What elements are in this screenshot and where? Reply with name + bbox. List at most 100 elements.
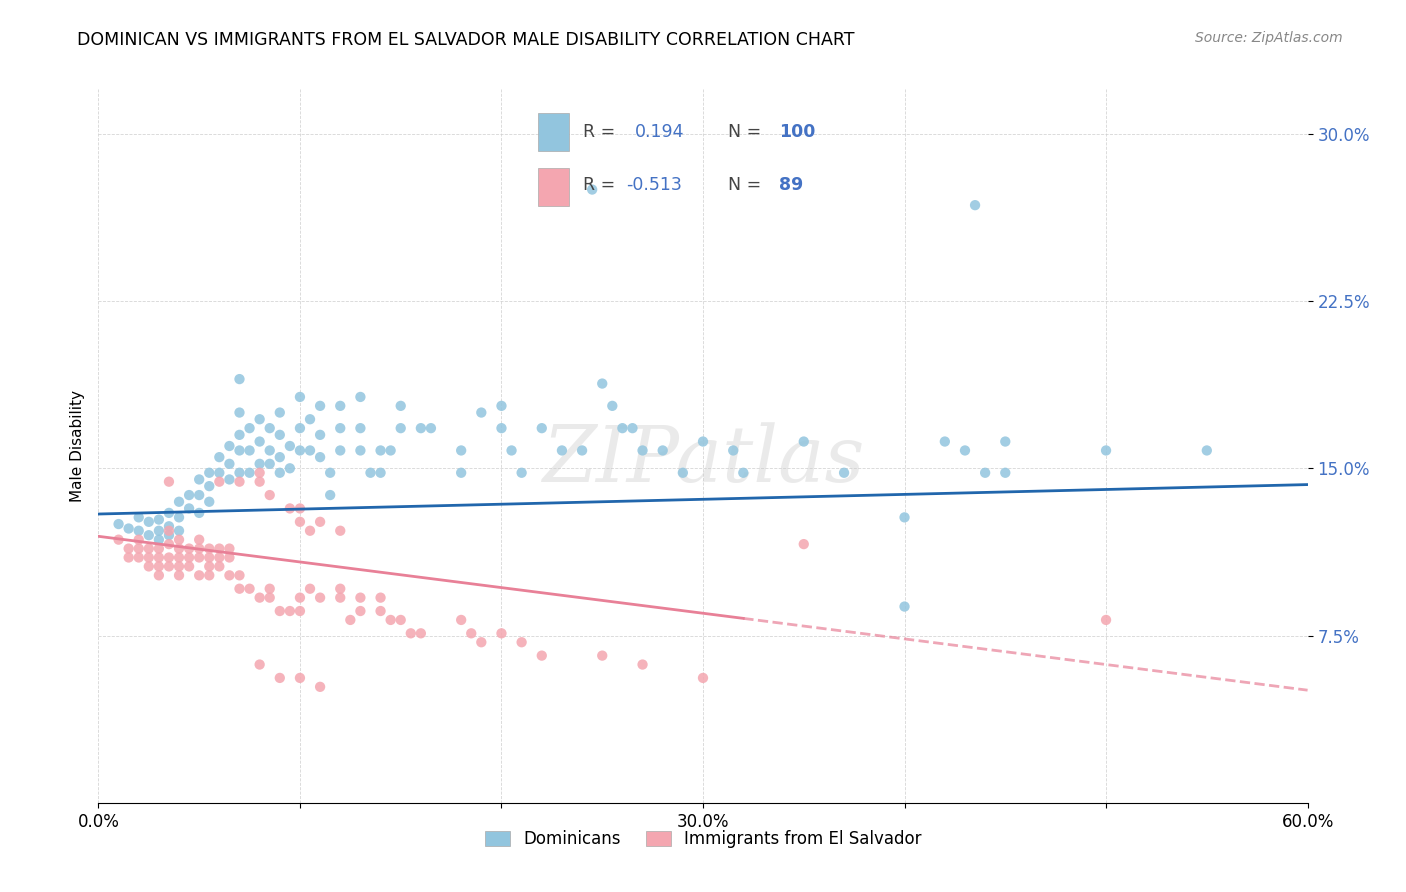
- Y-axis label: Male Disability: Male Disability: [69, 390, 84, 502]
- Point: [138, 541, 160, 556]
- Point: [188, 550, 211, 565]
- Point: [389, 421, 412, 435]
- Point: [157, 519, 180, 533]
- Point: [228, 427, 250, 442]
- Point: [167, 524, 190, 538]
- Point: [259, 457, 281, 471]
- Point: [651, 443, 673, 458]
- Point: [167, 510, 190, 524]
- Point: [208, 550, 231, 565]
- Point: [309, 450, 332, 464]
- Point: [208, 541, 231, 556]
- Point: [179, 550, 201, 565]
- Point: [360, 466, 382, 480]
- Point: [208, 475, 231, 489]
- Point: [329, 399, 352, 413]
- Point: [167, 494, 190, 508]
- Point: [269, 671, 291, 685]
- Point: [128, 533, 150, 547]
- Point: [309, 680, 332, 694]
- Point: [249, 412, 271, 426]
- Point: [148, 541, 170, 556]
- Point: [157, 475, 180, 489]
- Point: [278, 604, 301, 618]
- Point: [309, 591, 332, 605]
- Point: [420, 421, 443, 435]
- Point: [450, 466, 472, 480]
- Point: [692, 671, 714, 685]
- Point: [1195, 443, 1218, 458]
- Point: [278, 439, 301, 453]
- Point: [128, 550, 150, 565]
- Point: [934, 434, 956, 449]
- Point: [259, 421, 281, 435]
- Point: [893, 510, 915, 524]
- Point: [198, 541, 221, 556]
- Point: [228, 582, 250, 596]
- Point: [450, 443, 472, 458]
- Point: [339, 613, 361, 627]
- Point: [329, 443, 352, 458]
- Point: [994, 434, 1017, 449]
- Point: [249, 657, 271, 672]
- Point: [239, 443, 262, 458]
- Point: [299, 443, 322, 458]
- Point: [510, 466, 533, 480]
- Point: [259, 582, 281, 596]
- Point: [218, 541, 240, 556]
- Point: [612, 421, 634, 435]
- Point: [329, 524, 352, 538]
- Point: [179, 488, 201, 502]
- Point: [249, 466, 271, 480]
- Point: [288, 671, 311, 685]
- Point: [299, 582, 322, 596]
- Point: [188, 541, 211, 556]
- Point: [631, 443, 654, 458]
- Point: [259, 488, 281, 502]
- Point: [148, 533, 170, 547]
- Point: [793, 434, 815, 449]
- Point: [228, 475, 250, 489]
- Text: ZIPatlas: ZIPatlas: [541, 422, 865, 499]
- Point: [299, 412, 322, 426]
- Point: [288, 501, 311, 516]
- Point: [128, 541, 150, 556]
- Point: [188, 506, 211, 520]
- Point: [309, 515, 332, 529]
- Point: [602, 399, 624, 413]
- Point: [793, 537, 815, 551]
- Point: [370, 604, 392, 618]
- Text: DOMINICAN VS IMMIGRANTS FROM EL SALVADOR MALE DISABILITY CORRELATION CHART: DOMINICAN VS IMMIGRANTS FROM EL SALVADOR…: [77, 31, 855, 49]
- Point: [218, 568, 240, 582]
- Point: [198, 466, 221, 480]
- Point: [269, 450, 291, 464]
- Point: [278, 501, 301, 516]
- Point: [228, 466, 250, 480]
- Point: [491, 399, 513, 413]
- Point: [370, 443, 392, 458]
- Point: [157, 550, 180, 565]
- Point: [893, 599, 915, 614]
- Point: [138, 559, 160, 574]
- Point: [319, 466, 342, 480]
- Point: [148, 524, 170, 538]
- Point: [188, 473, 211, 487]
- Point: [269, 466, 291, 480]
- Point: [198, 550, 221, 565]
- Point: [239, 582, 262, 596]
- Point: [167, 568, 190, 582]
- Point: [167, 541, 190, 556]
- Point: [157, 506, 180, 520]
- Point: [107, 533, 129, 547]
- Point: [278, 461, 301, 475]
- Point: [249, 434, 271, 449]
- Point: [832, 466, 855, 480]
- Point: [228, 443, 250, 458]
- Point: [148, 568, 170, 582]
- Point: [138, 515, 160, 529]
- Point: [501, 443, 523, 458]
- Point: [571, 443, 593, 458]
- Point: [148, 512, 170, 526]
- Point: [288, 604, 311, 618]
- Point: [198, 559, 221, 574]
